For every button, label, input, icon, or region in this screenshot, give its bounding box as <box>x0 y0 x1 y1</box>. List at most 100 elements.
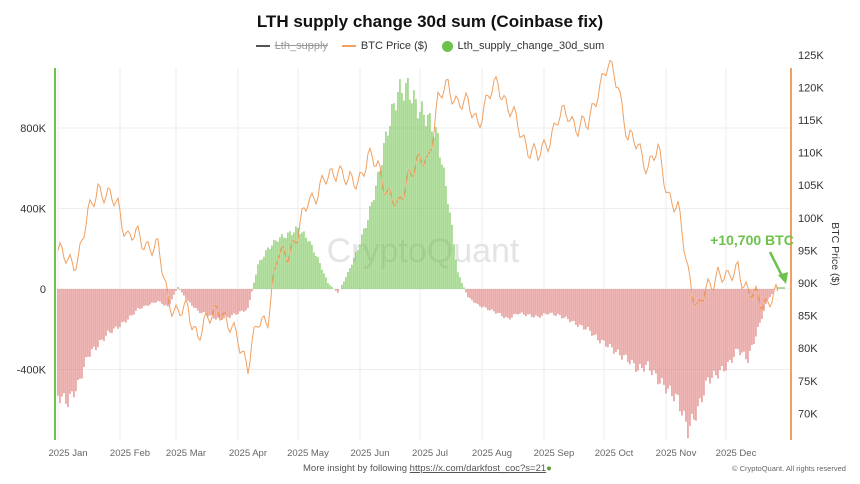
x-axis-tick-label: 2025 Feb <box>110 448 150 459</box>
supply-change-bar <box>133 289 135 315</box>
x-axis-tick-label: 2025 Dec <box>716 448 757 459</box>
supply-change-bar <box>415 99 417 290</box>
footer-link[interactable]: https://x.com/darkfost_coc?s=21 <box>409 463 547 474</box>
supply-change-bar <box>257 264 259 289</box>
supply-change-bar <box>319 263 321 289</box>
supply-change-bar <box>623 289 625 356</box>
supply-change-bar <box>749 289 751 351</box>
supply-change-bar <box>119 289 121 328</box>
supply-change-bar <box>607 289 609 348</box>
legend-item-supply-change[interactable]: Lth_supply_change_30d_sum <box>441 40 604 52</box>
supply-change-bar <box>221 289 223 321</box>
supply-change-bar <box>673 289 675 402</box>
supply-change-bar <box>329 285 331 289</box>
supply-change-bar <box>653 289 655 371</box>
right-axis-tick-label: 90K <box>798 278 818 290</box>
supply-change-bar <box>631 289 633 360</box>
supply-change-bar <box>65 289 67 404</box>
supply-change-bar <box>615 289 617 353</box>
supply-change-bar <box>317 257 319 289</box>
supply-change-bar <box>239 289 241 312</box>
supply-change-bar <box>453 244 455 289</box>
supply-change-bar <box>531 289 533 318</box>
supply-change-bar <box>747 289 749 363</box>
supply-change-bar <box>439 157 441 289</box>
x-axis-tick-label: 2025 Jan <box>48 448 87 459</box>
supply-change-bar <box>219 289 221 318</box>
supply-change-bar <box>279 237 281 289</box>
supply-change-bar <box>325 277 327 289</box>
supply-change-bar <box>563 289 565 319</box>
legend-item-btc-price[interactable]: BTC Price ($) <box>341 40 428 52</box>
supply-change-bar <box>547 289 549 315</box>
supply-change-bar <box>67 289 69 408</box>
supply-change-bar <box>75 289 77 392</box>
supply-change-bar <box>541 289 543 316</box>
supply-change-bar <box>69 289 71 394</box>
supply-change-bar <box>209 289 211 316</box>
supply-change-bar <box>361 234 363 289</box>
supply-change-bar <box>123 289 125 322</box>
legend-item-lth-supply[interactable]: Lth_supply <box>255 40 328 52</box>
supply-change-bar <box>709 289 711 384</box>
supply-change-bar <box>283 237 285 289</box>
supply-change-bar <box>713 289 715 371</box>
supply-change-bar <box>727 289 729 362</box>
supply-change-bar <box>471 289 473 301</box>
supply-change-bar <box>371 201 373 289</box>
supply-change-bar <box>103 289 105 342</box>
legend: Lth_supply BTC Price ($) Lth_supply_chan… <box>0 40 860 52</box>
supply-change-bar <box>573 289 575 321</box>
annotation-label: +10,700 BTC <box>710 232 794 248</box>
supply-change-bar <box>337 289 339 293</box>
supply-change-bar <box>139 289 141 309</box>
supply-change-bar <box>205 289 207 315</box>
supply-change-bar <box>691 289 693 414</box>
supply-change-bar <box>63 289 65 394</box>
supply-change-bar <box>57 289 59 396</box>
supply-change-bar <box>521 289 523 313</box>
x-axis-tick-label: 2025 Jun <box>350 448 389 459</box>
supply-change-bar <box>757 289 759 327</box>
supply-change-bar <box>637 289 639 371</box>
supply-change-bar <box>251 289 253 292</box>
supply-change-bar <box>403 100 405 290</box>
supply-change-bar <box>145 289 147 306</box>
supply-change-bar <box>267 247 269 289</box>
supply-change-bar <box>485 289 487 308</box>
supply-change-bar <box>91 289 93 350</box>
supply-change-bar <box>715 289 717 376</box>
supply-change-bar <box>723 289 725 372</box>
supply-change-bar <box>489 289 491 311</box>
supply-change-bar <box>237 289 239 315</box>
supply-change-bar <box>781 287 783 289</box>
supply-change-bar <box>525 289 527 317</box>
supply-change-bar <box>743 289 745 352</box>
supply-change-bar <box>655 289 657 374</box>
supply-change-bar <box>513 289 515 315</box>
supply-change-bar <box>323 273 325 289</box>
supply-change-bar <box>217 289 219 318</box>
supply-change-bar <box>377 171 379 289</box>
supply-change-bar <box>211 289 213 316</box>
supply-change-bar <box>343 281 345 289</box>
supply-change-bar <box>73 289 75 398</box>
supply-change-bar <box>357 249 359 289</box>
supply-change-bar <box>571 289 573 322</box>
supply-change-bar <box>661 289 663 379</box>
supply-change-bar <box>59 289 61 404</box>
supply-change-bar <box>465 289 467 293</box>
supply-change-bar <box>359 244 361 289</box>
supply-change-bar <box>395 110 397 290</box>
frog-icon: ● <box>546 463 552 474</box>
supply-change-bar <box>351 264 353 289</box>
annotation-arrow-head <box>778 272 788 284</box>
supply-change-bar <box>763 289 765 312</box>
footer-insight: More insight by following https://x.com/… <box>303 463 552 474</box>
supply-change-bar <box>431 131 433 289</box>
supply-change-bar <box>549 289 551 314</box>
supply-change-bar <box>349 268 351 289</box>
x-axis-tick-label: 2025 Sep <box>534 448 575 459</box>
supply-change-bar <box>567 289 569 320</box>
supply-change-bar <box>255 274 257 289</box>
